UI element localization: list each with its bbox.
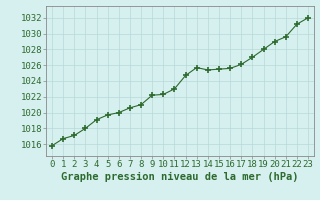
X-axis label: Graphe pression niveau de la mer (hPa): Graphe pression niveau de la mer (hPa) [61, 172, 299, 182]
